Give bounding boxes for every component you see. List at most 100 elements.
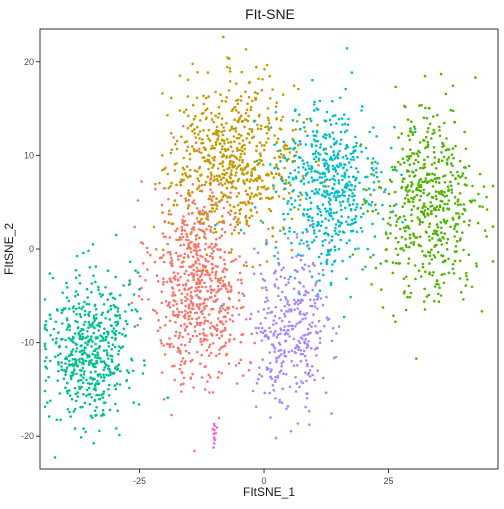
data-point — [199, 274, 203, 278]
data-point — [436, 225, 440, 229]
data-point — [203, 266, 206, 269]
data-point — [114, 275, 117, 279]
data-point — [335, 140, 338, 143]
data-point — [276, 257, 280, 261]
data-point — [280, 268, 283, 272]
x-axis-label: FItSNE_1 — [243, 485, 295, 499]
data-point — [303, 263, 307, 267]
data-point — [180, 225, 184, 229]
data-point — [350, 71, 354, 74]
data-point — [189, 337, 192, 341]
data-point — [294, 128, 298, 131]
data-point — [422, 116, 426, 119]
data-point — [257, 310, 260, 313]
data-point — [415, 152, 419, 155]
data-point — [66, 408, 70, 411]
data-point — [414, 277, 417, 281]
data-point — [71, 362, 74, 366]
data-point — [314, 324, 317, 328]
data-point — [188, 152, 192, 156]
data-point — [437, 283, 440, 286]
data-point — [44, 379, 48, 382]
data-point — [387, 192, 391, 196]
data-point — [243, 201, 246, 204]
data-point — [364, 146, 368, 150]
data-point — [232, 205, 236, 209]
data-point — [191, 334, 195, 338]
data-point — [347, 184, 350, 187]
data-point — [258, 141, 262, 144]
data-point — [197, 179, 201, 183]
data-point — [462, 203, 466, 206]
data-point — [102, 339, 105, 342]
data-point — [291, 324, 295, 328]
data-point — [349, 165, 353, 169]
data-point — [77, 358, 81, 361]
data-point — [193, 330, 197, 333]
data-point — [186, 95, 190, 98]
data-point — [207, 373, 211, 377]
data-point — [451, 164, 454, 167]
data-point — [457, 212, 460, 215]
data-point — [359, 206, 363, 210]
data-point — [116, 310, 120, 313]
data-point — [235, 307, 238, 310]
data-point — [212, 132, 216, 136]
data-point — [214, 114, 217, 117]
data-point — [284, 283, 288, 287]
data-point — [370, 161, 374, 165]
data-point — [310, 166, 314, 169]
data-point — [209, 181, 212, 184]
data-point — [327, 200, 331, 204]
data-point — [45, 356, 48, 359]
data-point — [88, 338, 92, 342]
data-point — [181, 220, 185, 224]
data-point — [208, 296, 212, 299]
data-point — [187, 212, 191, 215]
data-point — [267, 307, 270, 310]
data-point — [185, 269, 188, 273]
data-point — [468, 219, 472, 222]
data-point — [409, 130, 413, 133]
data-point — [272, 388, 276, 392]
data-point — [458, 239, 462, 242]
data-point — [340, 208, 343, 212]
data-point — [345, 182, 349, 185]
data-point — [321, 244, 325, 247]
data-point — [317, 171, 320, 174]
data-point — [302, 349, 306, 353]
data-point — [101, 409, 105, 412]
data-point — [405, 245, 408, 249]
data-point — [96, 351, 99, 355]
data-point — [456, 170, 459, 174]
data-point — [231, 150, 234, 153]
data-point — [127, 303, 131, 306]
data-point — [284, 339, 288, 343]
data-point — [443, 220, 447, 224]
data-point — [182, 376, 186, 380]
data-point — [327, 165, 330, 169]
data-point — [331, 99, 334, 103]
data-point — [406, 295, 409, 299]
data-point — [222, 168, 226, 172]
data-point — [244, 261, 248, 264]
data-point — [436, 113, 439, 117]
data-point — [325, 316, 329, 319]
data-point — [407, 200, 410, 204]
data-point — [449, 225, 452, 229]
data-point — [406, 193, 409, 197]
data-point — [364, 175, 367, 179]
data-point — [204, 269, 208, 273]
data-point — [205, 217, 208, 220]
data-point — [86, 330, 89, 333]
data-point — [250, 214, 254, 218]
data-point — [201, 138, 204, 141]
data-point — [346, 157, 349, 160]
data-point — [90, 396, 93, 399]
data-point — [140, 180, 143, 183]
data-point — [414, 158, 418, 162]
data-point — [98, 397, 102, 401]
data-point — [305, 117, 309, 121]
data-point — [297, 166, 300, 169]
data-point — [451, 263, 455, 266]
